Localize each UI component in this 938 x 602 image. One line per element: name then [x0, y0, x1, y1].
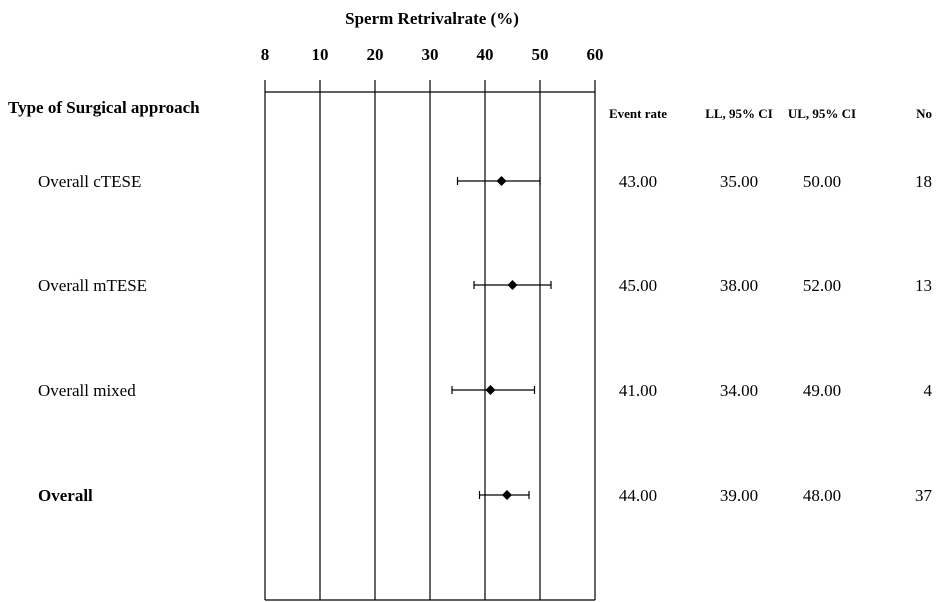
upper-limit-value: 52.00: [803, 276, 841, 295]
lower-limit-value: 39.00: [720, 486, 758, 505]
row-header: Type of Surgical approach: [8, 98, 200, 117]
row-label: Overall: [38, 486, 93, 505]
sample-count-value: 37: [915, 486, 933, 505]
chart-title: Sperm Retrivalrate (%): [345, 9, 519, 28]
lower-limit-value: 38.00: [720, 276, 758, 295]
event-rate-value: 43.00: [619, 172, 657, 191]
upper-limit-value: 48.00: [803, 486, 841, 505]
x-tick-labels: 8 10 20 30 40 50 60: [261, 45, 604, 64]
study-row: Overall mixed 41.00 34.00 49.00 4: [38, 381, 933, 400]
event-rate-value: 45.00: [619, 276, 657, 295]
point-estimate-marker: [507, 280, 518, 290]
x-tick-label: 10: [312, 45, 329, 64]
lower-limit-value: 34.00: [720, 381, 758, 400]
header-ll: LL, 95% CI: [705, 106, 773, 121]
row-label: Overall cTESE: [38, 172, 141, 191]
point-estimate-marker: [502, 490, 512, 500]
sample-count-value: 4: [924, 381, 933, 400]
study-row: Overall mTESE 45.00 38.00 52.00 13: [38, 276, 932, 295]
header-event-rate: Event rate: [609, 106, 667, 121]
study-row: Overall cTESE 43.00 35.00 50.00 18: [38, 172, 932, 191]
point-estimate-marker: [485, 385, 496, 395]
header-ul: UL, 95% CI: [788, 106, 856, 121]
x-tick-label: 50: [532, 45, 549, 64]
header-n: No: [916, 106, 932, 121]
x-tick-label: 60: [587, 45, 604, 64]
upper-limit-value: 49.00: [803, 381, 841, 400]
x-tick-label: 8: [261, 45, 270, 64]
lower-limit-value: 35.00: [720, 172, 758, 191]
study-row: Overall 44.00 39.00 48.00 37: [38, 486, 933, 505]
gridlines: [264, 80, 596, 601]
event-rate-value: 41.00: [619, 381, 657, 400]
sample-count-value: 18: [915, 172, 932, 191]
study-rows: Overall cTESE 43.00 35.00 50.00 18 Overall mT…: [38, 172, 933, 505]
row-label: Overall mixed: [38, 381, 136, 400]
sample-count-value: 13: [915, 276, 932, 295]
x-tick-label: 20: [367, 45, 384, 64]
x-tick-label: 30: [422, 45, 439, 64]
upper-limit-value: 50.00: [803, 172, 841, 191]
event-rate-value: 44.00: [619, 486, 657, 505]
point-estimate-marker: [496, 176, 507, 186]
x-tick-label: 40: [477, 45, 494, 64]
row-label: Overall mTESE: [38, 276, 147, 295]
